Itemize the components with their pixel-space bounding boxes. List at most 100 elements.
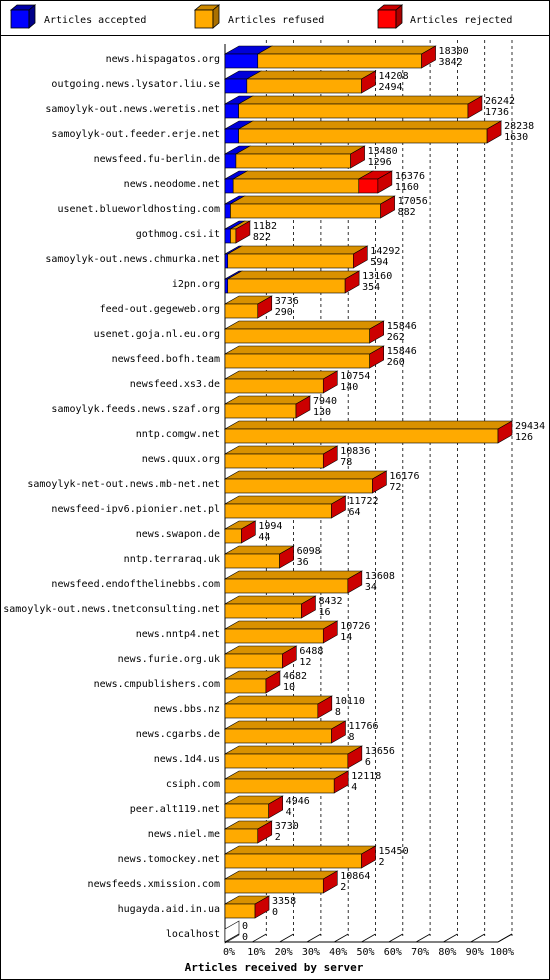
x-tick-label: 60% — [384, 947, 402, 958]
bar-end-cap — [333, 770, 349, 794]
bar-end-cap — [380, 195, 395, 219]
bar-segment-refused — [224, 403, 297, 419]
bar-refused-label: 34 — [365, 582, 377, 593]
bar-segment-refused — [224, 353, 370, 369]
bar-segment-refused — [224, 878, 324, 894]
bar-refused-label: 36 — [297, 557, 309, 568]
bar-segment-refused — [224, 778, 335, 794]
x-tick-label: 30% — [302, 947, 320, 958]
bar-end-cap — [265, 670, 281, 694]
bar-segment-refused — [224, 753, 349, 769]
bar-refused-label: 8 — [335, 707, 341, 718]
bar-segment-refused — [224, 478, 373, 494]
bar-segment-refused — [224, 528, 242, 544]
server-label: newsfeeds.xmission.com — [88, 879, 220, 890]
bar-total-label: 13656 — [365, 746, 395, 757]
bar-segment-refused — [232, 178, 360, 194]
bar-segment-refused — [224, 803, 269, 819]
server-label: feed-out.gegeweb.org — [100, 304, 220, 315]
bar-total-label: 3730 — [275, 821, 299, 832]
x-tick-mark — [388, 933, 403, 943]
bar-end-cap — [361, 845, 376, 869]
bar-segment-refused-top — [223, 320, 385, 330]
server-label: csiph.com — [166, 779, 220, 790]
bar-refused-label: 44 — [258, 532, 270, 543]
bar-end-cap — [421, 45, 436, 69]
bar-total-label: 13160 — [362, 271, 392, 282]
bar-segment-refused-top — [226, 245, 369, 255]
bar-refused-label: 3842 — [439, 57, 463, 68]
bar-segment-refused — [224, 453, 324, 469]
bar-refused-label: 822 — [253, 232, 271, 243]
server-label: news.cgarbs.de — [136, 729, 220, 740]
server-label: peer.alt119.net — [130, 804, 220, 815]
bar-end-cap — [350, 145, 365, 169]
x-tick-label: 10% — [247, 947, 265, 958]
bar-refused-label: 126 — [515, 432, 533, 443]
bar-segment-refused — [224, 628, 324, 644]
bar-segment-refused — [224, 653, 283, 669]
bar-refused-label: 1630 — [504, 132, 528, 143]
bar-segment-refused — [224, 703, 319, 719]
bar-refused-label: 882 — [398, 207, 416, 218]
x-axis-title: Articles received by server — [185, 961, 364, 974]
bar-total-label: 11766 — [348, 721, 378, 732]
server-label: samoylyk-out.news.weretis.net — [45, 104, 220, 115]
bar-end-cap — [317, 695, 333, 719]
bar-segment-refused — [257, 53, 422, 69]
bar-segment-refused-top — [237, 120, 503, 130]
legend-label-refused: Articles refused — [228, 15, 324, 26]
bar-segment-refused — [224, 603, 302, 619]
bar-refused-label: 2 — [340, 882, 346, 893]
server-label: news.nntp4.net — [136, 629, 220, 640]
server-label: newsfeed.endofthelinebbs.com — [51, 579, 220, 590]
bar-end-cap — [347, 745, 363, 769]
server-label: outgoing.news.lysator.liu.se — [51, 79, 220, 90]
x-tick-mark — [224, 933, 240, 943]
bar-segment-accepted — [224, 53, 259, 69]
bar-total-label: 16176 — [389, 471, 419, 482]
bar-refused-label: 1296 — [368, 157, 392, 168]
bar-segment-refused-top — [234, 145, 366, 155]
bar-segment-refused-top — [223, 745, 363, 755]
x-axis: 0% 10% 20% 30% 40% 50% 60% 70% 80% 90% 100% — [223, 933, 514, 958]
server-label: nntp.terraraq.uk — [124, 554, 220, 565]
bar-total-label: 13608 — [365, 571, 395, 582]
bar-refused-label: 78 — [340, 457, 352, 468]
bar-refused-label: 2 — [275, 832, 281, 843]
bar-end-cap — [235, 220, 251, 244]
bar-segment-refused-top — [229, 195, 396, 205]
bar-segment-rejected — [358, 178, 379, 194]
bar-total-label: 26242 — [485, 96, 515, 107]
server-label: news.swapon.de — [136, 529, 220, 540]
bar-end-cap — [322, 370, 338, 394]
bar-segment-accepted — [224, 178, 234, 194]
bar-total-label: 13480 — [368, 146, 398, 157]
bar-refused-label: 262 — [387, 332, 405, 343]
bar-segment-refused-top — [226, 270, 361, 280]
bar-total-label: 10864 — [340, 871, 370, 882]
legend-item-refused: Articles refused — [193, 4, 324, 29]
bar-refused-label: 14 — [340, 632, 352, 643]
bar-end-cap — [295, 395, 311, 419]
bar-segment-refused — [224, 378, 324, 394]
bar-segment-refused-top — [223, 420, 514, 430]
bar-segment-accepted — [224, 228, 231, 244]
bar-refused-label: 354 — [362, 282, 380, 293]
bar-segment-accepted — [224, 278, 229, 294]
bar-segment-accepted — [224, 128, 239, 144]
